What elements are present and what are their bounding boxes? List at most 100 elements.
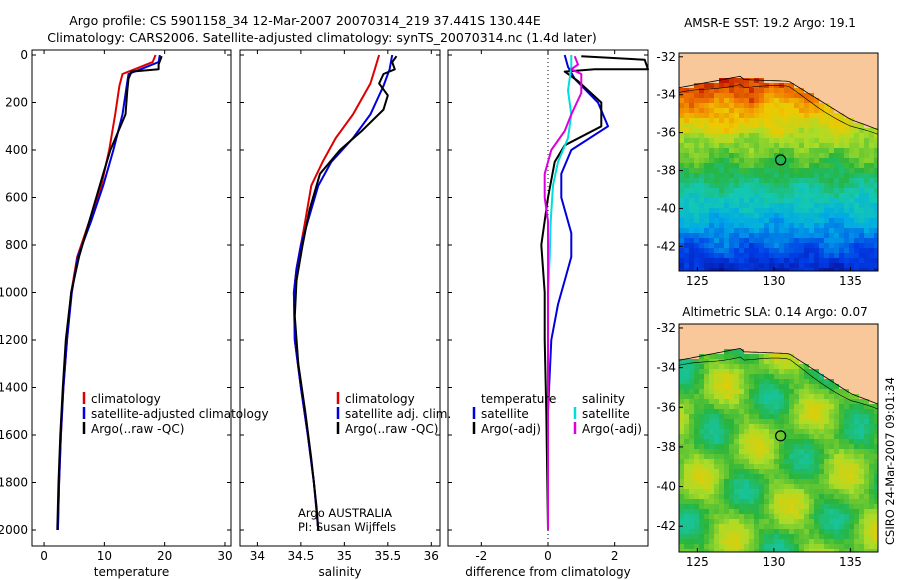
map-cell [759, 524, 765, 530]
map-cell [729, 439, 735, 445]
map-cell [799, 479, 805, 485]
map-cell [819, 253, 825, 259]
map-cell [859, 464, 865, 470]
map-cell [679, 73, 685, 79]
map-cell [704, 419, 710, 425]
map-cell [769, 233, 775, 239]
map-cell [724, 248, 730, 254]
map-cell [849, 524, 855, 530]
map-cell [734, 173, 740, 179]
map-cell [869, 268, 875, 271]
map-cell [709, 539, 715, 545]
map-cell [804, 384, 810, 390]
map-cell [839, 339, 845, 345]
x-tick-label: -2 [475, 549, 487, 563]
map-cell [809, 148, 815, 154]
map-cell [724, 374, 730, 380]
map-cell [754, 63, 760, 69]
map-cell [684, 494, 690, 500]
map-cell [704, 334, 710, 340]
map-cell [769, 253, 775, 259]
map-cell [809, 128, 815, 134]
x-tick-label: 125 [686, 555, 709, 569]
map-cell [719, 103, 725, 109]
map-cell [859, 524, 865, 530]
map-cell [854, 198, 860, 204]
map-cell [819, 118, 825, 124]
map-cell [854, 188, 860, 194]
map-cell [729, 359, 735, 365]
map-cell [744, 449, 750, 455]
map-cell [834, 133, 840, 139]
map-cell [834, 344, 840, 350]
map-cell [769, 334, 775, 340]
map-cell [719, 499, 725, 505]
map-cell [739, 344, 745, 350]
map-cell [834, 238, 840, 244]
map-cell [749, 434, 755, 440]
map-cell [759, 329, 765, 335]
map-cell [804, 223, 810, 229]
map-cell [874, 544, 878, 550]
map-cell [724, 379, 730, 385]
map-cell [744, 354, 750, 360]
map-cell [719, 509, 725, 515]
map-cell [699, 529, 705, 535]
map-cell [714, 539, 720, 545]
map-cell [779, 459, 785, 465]
map-cell [769, 524, 775, 530]
map-cell [844, 168, 850, 174]
map-cell [724, 474, 730, 480]
map-cell [679, 439, 685, 445]
map-cell [709, 168, 715, 174]
map-cell [744, 243, 750, 249]
map-cell [719, 133, 725, 139]
map-cell [834, 349, 840, 355]
map-cell [694, 63, 700, 69]
map-cell [789, 253, 795, 259]
map-cell [724, 103, 730, 109]
map-cell [694, 268, 700, 271]
map-cell [859, 544, 865, 550]
map-cell [764, 53, 770, 59]
map-cell [699, 409, 705, 415]
map-cell [699, 454, 705, 460]
map-cell [769, 93, 775, 99]
map-cell [704, 93, 710, 99]
map-cell [774, 499, 780, 505]
map-cell [849, 108, 855, 114]
map-cell [724, 329, 730, 335]
map-cell [814, 138, 820, 144]
map-cell [679, 173, 685, 179]
map-cell [729, 429, 735, 435]
map-cell [814, 98, 820, 104]
map-cell [719, 449, 725, 455]
map-cell [824, 143, 830, 149]
map-cell [684, 93, 690, 99]
map-cell [829, 153, 835, 159]
map-cell [744, 474, 750, 480]
map-cell [729, 173, 735, 179]
map-cell [824, 83, 830, 89]
map-cell [729, 238, 735, 244]
map-cell [819, 58, 825, 64]
map-cell [864, 454, 870, 460]
map-cell [859, 203, 865, 209]
map-cell [779, 178, 785, 184]
map-cell [694, 83, 700, 89]
map-cell [714, 208, 720, 214]
map-cell [794, 509, 800, 515]
map-cell [764, 123, 770, 129]
map-cell [699, 208, 705, 214]
map-cell [734, 364, 740, 370]
map-cell [719, 233, 725, 239]
map-cell [789, 113, 795, 119]
map-cell [804, 439, 810, 445]
map-cell [874, 58, 878, 64]
map-cell [679, 133, 685, 139]
map-cell [804, 233, 810, 239]
map-cell [699, 504, 705, 510]
map-cell [779, 524, 785, 530]
map-cell [814, 78, 820, 84]
legend-label-sal-satellite: satellite [582, 407, 630, 421]
